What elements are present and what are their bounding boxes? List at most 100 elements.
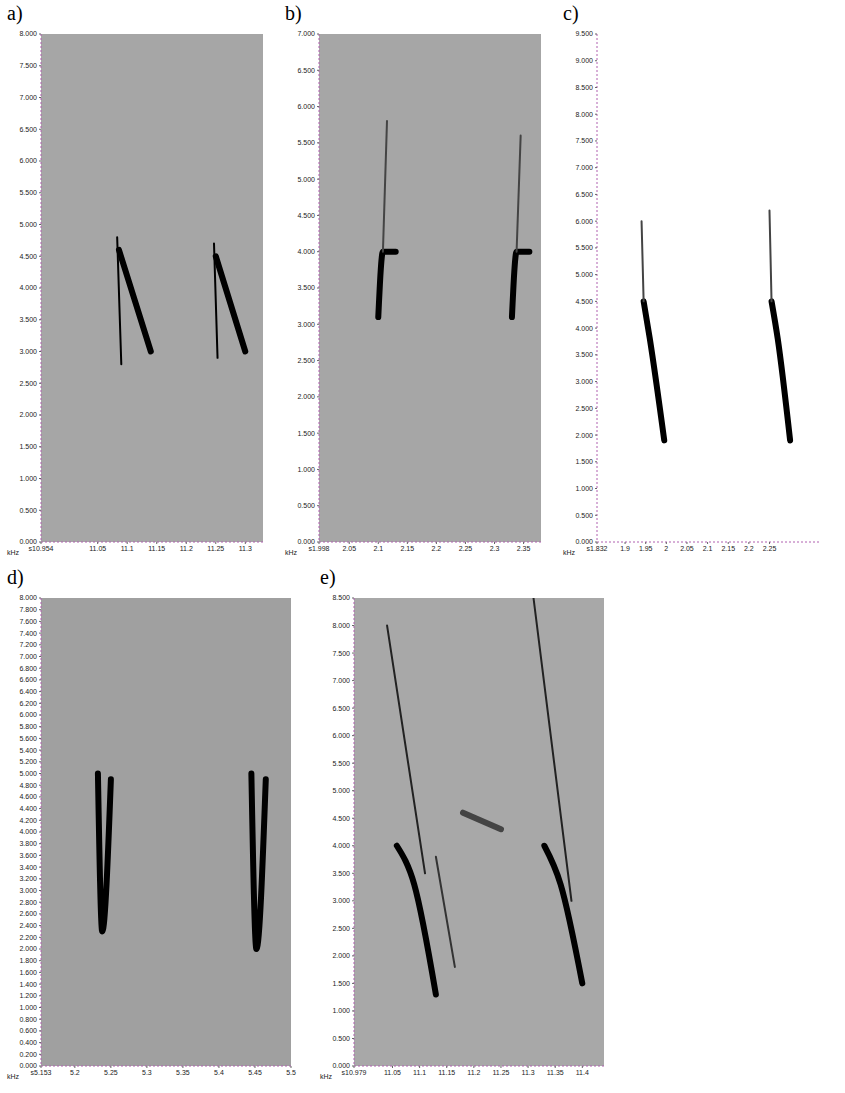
- svg-text:s5.153: s5.153: [30, 1069, 51, 1076]
- svg-text:6.000: 6.000: [332, 732, 350, 739]
- svg-text:2.400: 2.400: [19, 922, 37, 929]
- svg-text:11.4: 11.4: [576, 1069, 589, 1076]
- svg-text:s10.954: s10.954: [29, 545, 54, 552]
- svg-text:5.000: 5.000: [575, 271, 593, 278]
- svg-text:0.000: 0.000: [19, 538, 37, 545]
- svg-text:5.5: 5.5: [286, 1069, 296, 1076]
- svg-text:11.25: 11.25: [207, 545, 224, 552]
- svg-text:7.000: 7.000: [297, 30, 315, 37]
- svg-text:8.000: 8.000: [332, 622, 350, 629]
- svg-text:11.15: 11.15: [148, 545, 165, 552]
- svg-text:11.15: 11.15: [438, 1069, 455, 1076]
- svg-text:11.3: 11.3: [522, 1069, 535, 1076]
- svg-text:s10.979: s10.979: [342, 1069, 367, 1076]
- svg-text:3.400: 3.400: [19, 864, 37, 871]
- svg-text:11.3: 11.3: [239, 545, 252, 552]
- svg-text:7.600: 7.600: [19, 618, 37, 625]
- svg-text:1.9: 1.9: [620, 545, 630, 552]
- svg-text:0.000: 0.000: [575, 538, 593, 545]
- svg-text:2.500: 2.500: [297, 357, 315, 364]
- svg-text:2.35: 2.35: [517, 545, 531, 552]
- svg-text:2.000: 2.000: [19, 945, 37, 952]
- svg-text:2.000: 2.000: [19, 411, 37, 418]
- svg-text:2.600: 2.600: [19, 910, 37, 917]
- svg-text:4.500: 4.500: [297, 212, 315, 219]
- svg-text:2.500: 2.500: [575, 405, 593, 412]
- svg-text:6.500: 6.500: [332, 705, 350, 712]
- svg-text:0.500: 0.500: [19, 507, 37, 514]
- svg-text:4.200: 4.200: [19, 817, 37, 824]
- svg-text:2.2: 2.2: [744, 545, 754, 552]
- svg-text:5.500: 5.500: [19, 189, 37, 196]
- svg-text:2.1: 2.1: [703, 545, 713, 552]
- svg-text:11.35: 11.35: [547, 1069, 564, 1076]
- svg-text:2.200: 2.200: [19, 934, 37, 941]
- svg-text:1.000: 1.000: [19, 1004, 37, 1011]
- svg-text:4.400: 4.400: [19, 805, 37, 812]
- svg-text:7.400: 7.400: [19, 630, 37, 637]
- svg-text:2.500: 2.500: [19, 380, 37, 387]
- svg-text:6.000: 6.000: [575, 218, 593, 225]
- svg-text:4.000: 4.000: [332, 842, 350, 849]
- svg-text:2.000: 2.000: [332, 952, 350, 959]
- svg-text:0.500: 0.500: [332, 1035, 350, 1042]
- svg-text:5.4: 5.4: [214, 1069, 224, 1076]
- svg-text:4.000: 4.000: [19, 284, 37, 291]
- svg-text:2.05: 2.05: [680, 545, 694, 552]
- svg-text:3.800: 3.800: [19, 840, 37, 847]
- svg-text:3.000: 3.000: [575, 378, 593, 385]
- svg-text:4.500: 4.500: [19, 253, 37, 260]
- svg-text:1.000: 1.000: [332, 1007, 350, 1014]
- svg-text:6.000: 6.000: [19, 711, 37, 718]
- svg-text:2.05: 2.05: [342, 545, 356, 552]
- svg-text:0.000: 0.000: [297, 538, 315, 545]
- svg-text:2.000: 2.000: [297, 393, 315, 400]
- svg-text:3.000: 3.000: [297, 321, 315, 328]
- svg-text:7.500: 7.500: [575, 137, 593, 144]
- svg-text:2.1: 2.1: [373, 545, 383, 552]
- svg-text:9.000: 9.000: [575, 57, 593, 64]
- svg-text:7.800: 7.800: [19, 606, 37, 613]
- svg-text:4.500: 4.500: [332, 815, 350, 822]
- svg-text:0.600: 0.600: [19, 1027, 37, 1034]
- svg-text:1.600: 1.600: [19, 969, 37, 976]
- svg-text:3.200: 3.200: [19, 875, 37, 882]
- svg-text:3.000: 3.000: [19, 348, 37, 355]
- svg-text:1.500: 1.500: [19, 443, 37, 450]
- svg-text:5.500: 5.500: [575, 244, 593, 251]
- svg-text:0.000: 0.000: [332, 1062, 350, 1069]
- svg-text:3.500: 3.500: [19, 316, 37, 323]
- svg-text:11.1: 11.1: [413, 1069, 426, 1076]
- svg-text:5.000: 5.000: [297, 176, 315, 183]
- svg-text:7.500: 7.500: [332, 650, 350, 657]
- svg-text:s1.832: s1.832: [586, 545, 607, 552]
- svg-text:5.25: 5.25: [104, 1069, 118, 1076]
- svg-text:11.1: 11.1: [121, 545, 134, 552]
- svg-text:0.200: 0.200: [19, 1051, 37, 1058]
- svg-text:0.000: 0.000: [19, 1062, 37, 1069]
- svg-text:2.500: 2.500: [332, 925, 350, 932]
- svg-text:5.45: 5.45: [248, 1069, 262, 1076]
- svg-text:5.000: 5.000: [332, 787, 350, 794]
- svg-text:0.500: 0.500: [297, 502, 315, 509]
- svg-text:1.500: 1.500: [297, 430, 315, 437]
- svg-text:6.000: 6.000: [19, 157, 37, 164]
- svg-text:2.800: 2.800: [19, 899, 37, 906]
- svg-text:7.000: 7.000: [19, 94, 37, 101]
- svg-text:6.200: 6.200: [19, 700, 37, 707]
- svg-text:7.200: 7.200: [19, 641, 37, 648]
- svg-text:8.500: 8.500: [332, 594, 350, 601]
- svg-text:3.600: 3.600: [19, 852, 37, 859]
- svg-text:7.000: 7.000: [332, 677, 350, 684]
- svg-text:8.500: 8.500: [575, 84, 593, 91]
- svg-text:7.000: 7.000: [19, 653, 37, 660]
- svg-text:5.2: 5.2: [70, 1069, 80, 1076]
- svg-text:6.600: 6.600: [19, 676, 37, 683]
- svg-text:5.3: 5.3: [142, 1069, 152, 1076]
- svg-text:5.000: 5.000: [19, 221, 37, 228]
- svg-text:8.000: 8.000: [19, 30, 37, 37]
- svg-text:6.500: 6.500: [297, 67, 315, 74]
- svg-text:0.800: 0.800: [19, 1016, 37, 1023]
- svg-text:4.000: 4.000: [19, 828, 37, 835]
- svg-text:1.000: 1.000: [19, 475, 37, 482]
